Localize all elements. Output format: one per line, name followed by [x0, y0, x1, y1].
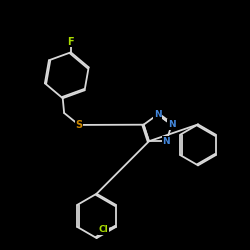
Text: N: N [154, 110, 162, 119]
Text: S: S [75, 120, 82, 130]
Text: N: N [168, 120, 175, 129]
Text: Cl: Cl [99, 225, 109, 234]
Text: N: N [162, 137, 170, 146]
Text: F: F [68, 36, 74, 46]
